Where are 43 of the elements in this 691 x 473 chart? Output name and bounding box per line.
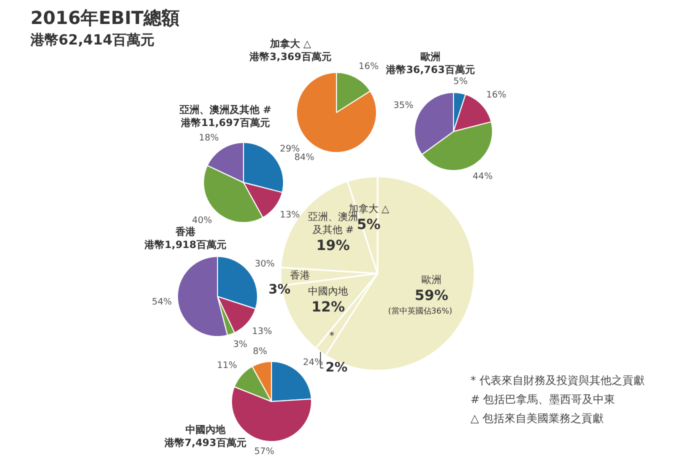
data-label: 19% [316, 238, 350, 254]
text: # 包括巴拿馬、墨西哥及中東 [470, 393, 616, 406]
chart-title: 加拿大 △ [268, 38, 312, 50]
data-label: 29% [280, 144, 300, 154]
slice-label: 中國內地 [308, 286, 348, 298]
text: * 代表來自財務及投資與其他之貢獻 [470, 374, 644, 387]
data-label: 84% [294, 152, 315, 163]
chart-title: 亞洲、澳洲及其他 # [178, 104, 272, 116]
data-label: 16% [486, 90, 507, 101]
data-label: 3% [233, 340, 248, 350]
data-label: 54% [152, 297, 172, 308]
data-label: 44% [472, 172, 494, 182]
data-label: 5% [453, 77, 468, 88]
chart-title: 香港 [174, 226, 196, 238]
data-label: 2% [325, 360, 348, 376]
data-label: 13% [280, 210, 300, 221]
text: 港幣7,493百萬元 [164, 437, 246, 449]
data-label: 3% [268, 282, 291, 298]
text: 港幣62,414百萬元 [30, 32, 155, 48]
data-label: 18% [198, 134, 220, 144]
text: 2016年EBIT總額 [30, 8, 180, 29]
text: (當中英國佔36%) [388, 306, 452, 316]
data-label: 57% [254, 446, 275, 457]
data-label: 11% [216, 361, 238, 372]
chart-subtitle: 港幣3,369百萬元 [248, 51, 332, 63]
data-label: 12% [311, 300, 345, 316]
data-label: 8% [252, 346, 268, 357]
slice-label: * [329, 330, 334, 342]
data-label: 16% [358, 62, 380, 72]
data-label: 35% [393, 101, 414, 112]
chart-subtitle: 港幣11,697百萬元 [180, 117, 270, 129]
chart-title: 歐洲 [420, 51, 440, 63]
text: △ 包括來自美國業務之貢獻 [470, 412, 604, 425]
chart-subtitle: 港幣1,918百萬元 [144, 239, 226, 251]
data-label: 40% [192, 216, 212, 226]
data-label: 59% [414, 288, 448, 304]
slice-label: 歐洲 [422, 274, 442, 286]
slice-label: 香港 [290, 269, 310, 282]
chart-subtitle: 港幣36,763百萬元 [385, 64, 475, 76]
data-label: 5% [356, 216, 381, 233]
data-label: 30% [254, 259, 276, 270]
text: 中國內地 [186, 424, 226, 436]
data-label: 13% [252, 326, 272, 337]
